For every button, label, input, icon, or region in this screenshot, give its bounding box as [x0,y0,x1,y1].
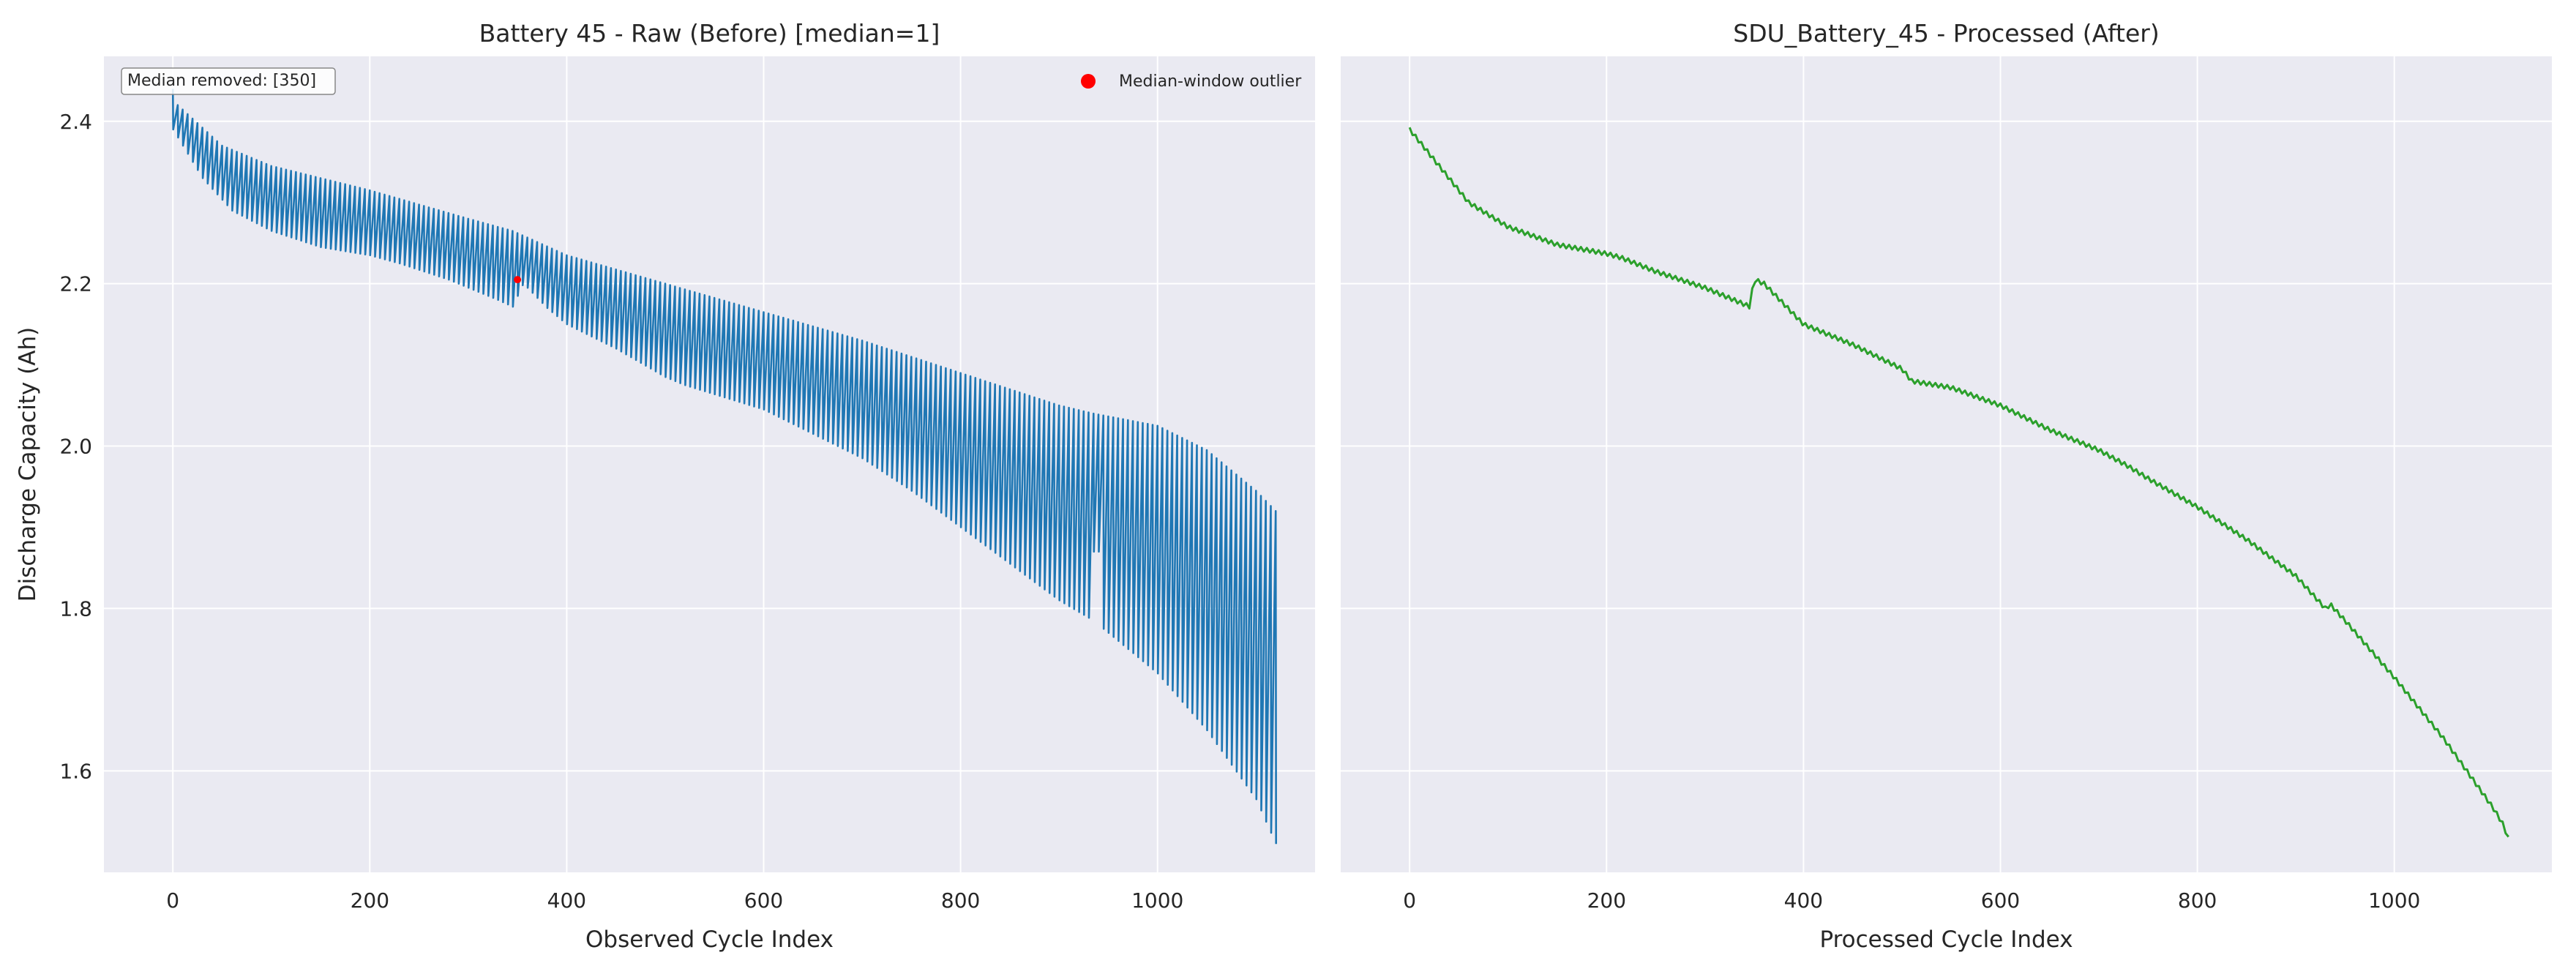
raw-panel: 0 200 400 600 800 1000 1.6 1.8 2.0 2.2 2.4 Battery… [15,19,1315,953]
raw-data-layer [171,89,1277,845]
x-tick-label: 800 [941,888,980,913]
legend-outlier-label: Median-window outlier [1119,72,1302,91]
x-tick-label: 1000 [2368,888,2420,913]
raw-series-line [171,89,1277,845]
legend: Median-window outlier [1081,72,1302,91]
x-tick-label: 600 [1981,888,2020,913]
processed-x-axis-label: Processed Cycle Index [1819,926,2073,953]
x-tick-label: 800 [2178,888,2217,913]
outlier-point [514,276,522,284]
raw-tick-labels: 0 200 400 600 800 1000 1.6 1.8 2.0 2.2 2.4 [59,110,1183,913]
raw-y-axis-label: Discharge Capacity (Ah) [15,327,41,602]
processed-series-line [1408,127,2509,838]
y-tick-label: 1.8 [59,596,92,621]
processed-chart-title: SDU_Battery_45 - Processed (After) [1733,19,2159,48]
processed-plot-area [1341,56,2552,872]
raw-gridlines [104,56,1315,872]
x-tick-label: 200 [1587,888,1626,913]
x-tick-label: 400 [1784,888,1823,913]
y-tick-label: 1.6 [59,759,92,783]
x-tick-label: 600 [744,888,783,913]
annotation-text: Median removed: [350] [127,72,316,90]
processed-gridlines [1341,56,2552,872]
raw-x-axis-label: Observed Cycle Index [585,926,834,953]
y-tick-label: 2.4 [59,110,92,134]
median-removed-annotation: Median removed: [350] [121,67,336,95]
x-tick-label: 1000 [1131,888,1183,913]
x-tick-label: 200 [351,888,389,913]
raw-chart-title: Battery 45 - Raw (Before) [median=1] [479,19,940,48]
y-tick-label: 2.0 [59,435,92,459]
x-tick-label: 0 [1403,888,1416,913]
x-tick-label: 400 [547,888,586,913]
y-tick-label: 2.2 [59,272,92,296]
x-tick-label: 0 [166,888,179,913]
legend-outlier-marker [1081,74,1096,89]
annotation-box [121,67,336,95]
processed-panel: 0 200 400 600 800 1000 SDU_Battery_45 - Proce… [1341,19,2552,953]
processed-data-layer [1408,127,2509,838]
processed-tick-labels: 0 200 400 600 800 1000 [1403,888,2420,913]
